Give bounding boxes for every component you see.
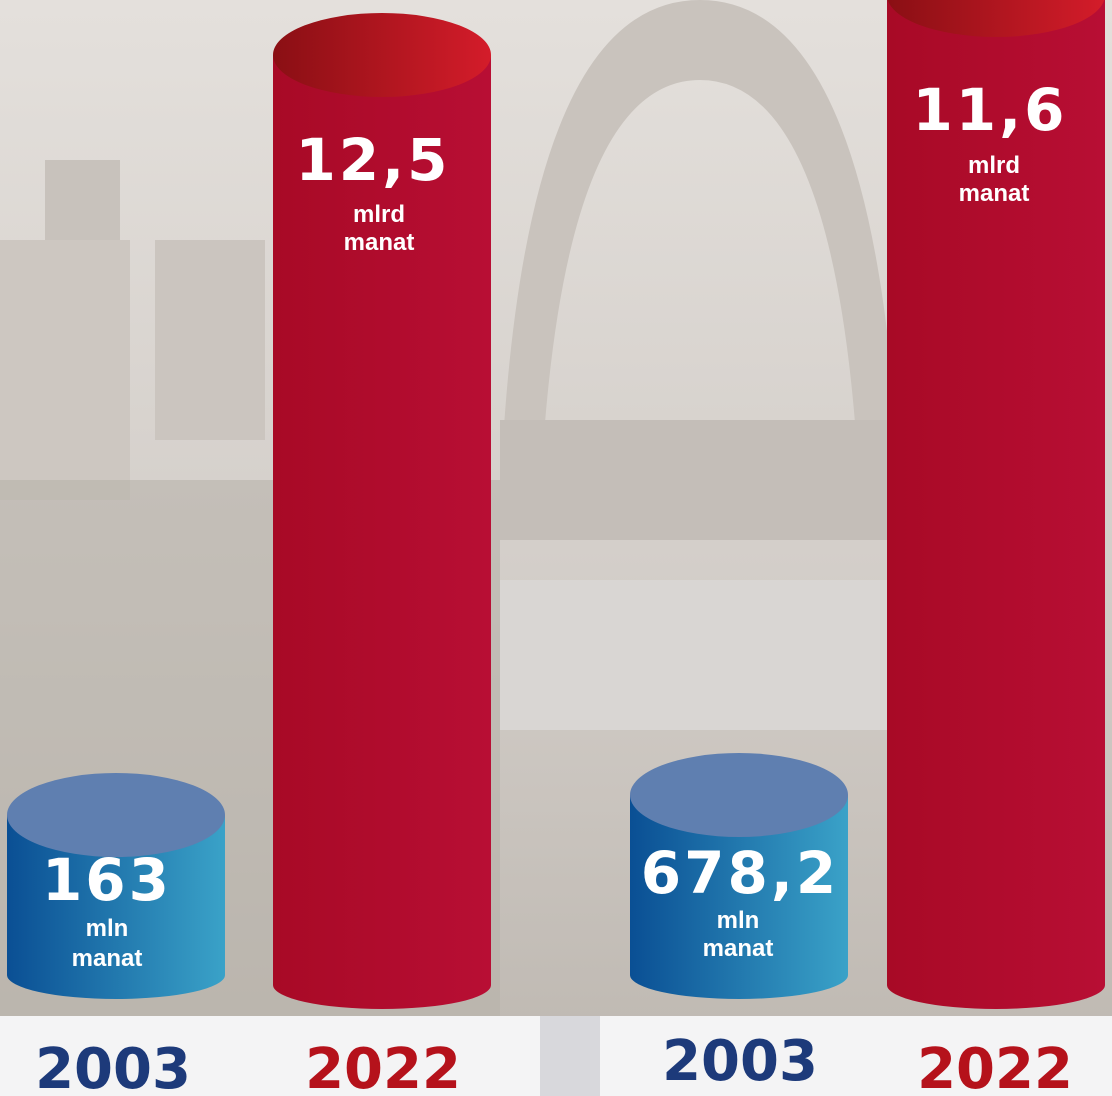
value: 678,2	[641, 839, 839, 907]
value: 163	[42, 846, 172, 914]
value: 11,6	[912, 76, 1067, 144]
year: 2022	[305, 1037, 461, 1096]
unit: manat	[344, 229, 415, 256]
cylinder	[887, 0, 1105, 1009]
year: 2003	[662, 1029, 818, 1094]
year: 2003	[35, 1037, 191, 1096]
unit: manat	[959, 180, 1030, 207]
value: 12,5	[295, 126, 450, 194]
year: 2022	[917, 1037, 1073, 1096]
unit: mln	[717, 907, 760, 934]
cylinder	[273, 13, 491, 1009]
unit: manat	[72, 945, 143, 972]
unit: manat	[703, 935, 774, 962]
unit: mln	[86, 915, 129, 942]
cylinder	[630, 753, 848, 999]
cylinder	[7, 773, 225, 999]
unit: mlrd	[968, 152, 1020, 179]
unit: mlrd	[353, 201, 405, 228]
